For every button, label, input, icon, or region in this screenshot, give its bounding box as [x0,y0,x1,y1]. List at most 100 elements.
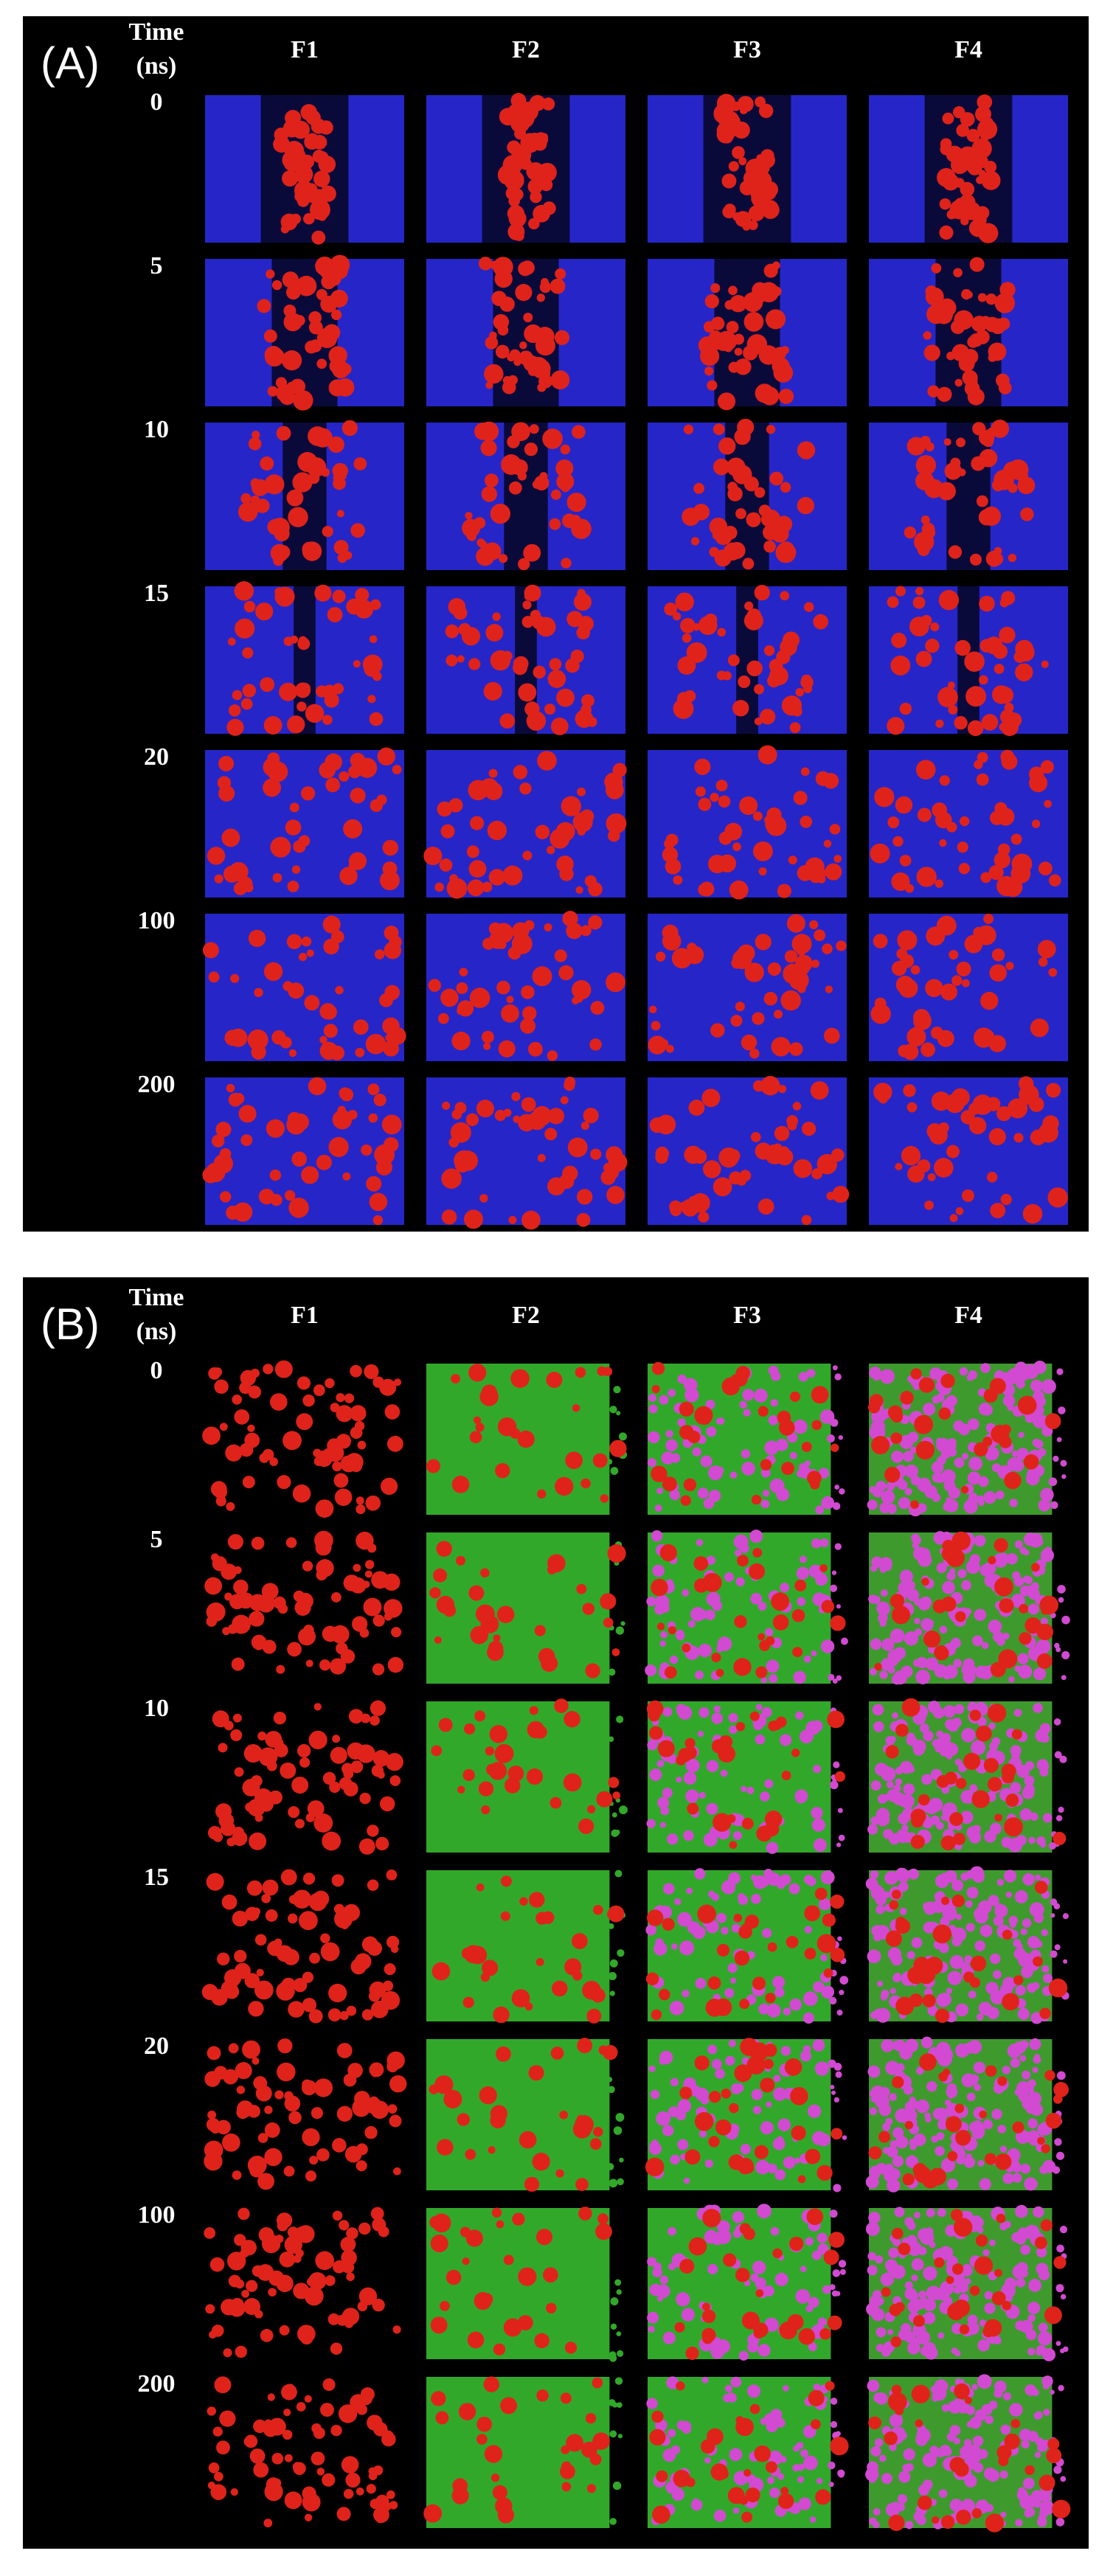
excipient [616,2289,622,2295]
protein [344,2145,362,2163]
excipient [742,1389,755,1401]
protein [915,2419,923,2428]
protein [718,2468,729,2479]
protein [780,638,797,656]
excipient [737,1892,746,1901]
excipient [832,1365,838,1371]
protein [690,537,700,546]
protein [226,1501,235,1511]
protein [367,695,376,704]
protein [356,1496,364,1505]
protein [512,2212,525,2226]
excipient [830,2420,838,2429]
protein [738,1925,752,1939]
protein [350,1405,367,1422]
protein [816,1934,836,1954]
protein [333,1903,345,1914]
excipient [903,1783,915,1796]
protein [268,2417,286,2436]
protein [263,2518,273,2528]
protein [743,292,763,313]
protein [911,2384,930,2403]
protein [996,2213,1006,2223]
excipient [804,1460,811,1467]
protein [649,2429,666,2446]
protein [939,225,954,240]
excipient [949,1568,956,1575]
excipient [667,1833,679,1845]
protein [672,612,682,621]
excipient [617,2434,623,2439]
excipient [969,2417,982,2429]
excipient [662,2125,674,2136]
protein [560,482,571,493]
excipient [938,2489,948,2499]
excipient [1043,2409,1050,2416]
excipient [1036,2344,1047,2355]
excipient [1010,2058,1021,2068]
protein [935,1646,949,1661]
protein [498,1040,516,1058]
protein [600,1170,616,1185]
protein [481,1805,490,1815]
protein [500,1875,512,1887]
protein [249,1594,267,1611]
excipient [811,1818,826,1832]
protein [295,682,311,698]
protein [232,2170,242,2180]
excipient [682,2424,692,2434]
protein [491,789,502,799]
protein [733,1658,752,1676]
protein [885,1745,899,1759]
protein [994,1538,1008,1552]
protein [963,1752,981,1770]
protein [754,684,764,695]
excipient [1009,1920,1016,1928]
protein [284,2091,294,2101]
protein [800,767,810,777]
snapshot [867,1361,1067,1517]
excipient [869,1667,878,1676]
protein [592,2432,610,2451]
snapshot [869,257,1068,406]
protein [486,1396,495,1405]
protein [900,1391,914,1405]
excipient [993,1970,1002,1979]
protein [741,1034,757,1051]
protein [738,157,747,166]
protein [537,751,557,771]
excipient [665,1439,678,1451]
snapshot [426,1364,628,1515]
excipient [882,1794,890,1802]
excipient [1052,2166,1061,2174]
protein [687,1431,701,1444]
protein [758,504,772,517]
protein [727,1149,741,1163]
protein [773,1010,783,1019]
protein [1030,1018,1049,1038]
protein [701,1089,721,1108]
excipient [1039,2500,1055,2516]
excipient [783,2385,789,2392]
protein [778,1085,787,1094]
protein [492,2485,507,2500]
excipient [755,1704,763,1711]
protein [918,1794,930,1806]
excipient [780,2046,791,2056]
excipient [835,2071,842,2078]
excipient [1013,1576,1024,1587]
protein [319,1035,327,1044]
protein [356,2488,364,2496]
protein [718,1735,733,1749]
excipient [619,2157,624,2163]
excipient [920,1723,929,1734]
protein [235,2062,252,2080]
excipient [836,1675,842,1681]
excipient [651,1530,663,1542]
excipient [837,1808,843,1813]
protein [763,992,778,1006]
protein [589,1038,602,1051]
excipient [732,2507,740,2514]
protein [664,1666,677,1679]
protein [529,94,546,111]
